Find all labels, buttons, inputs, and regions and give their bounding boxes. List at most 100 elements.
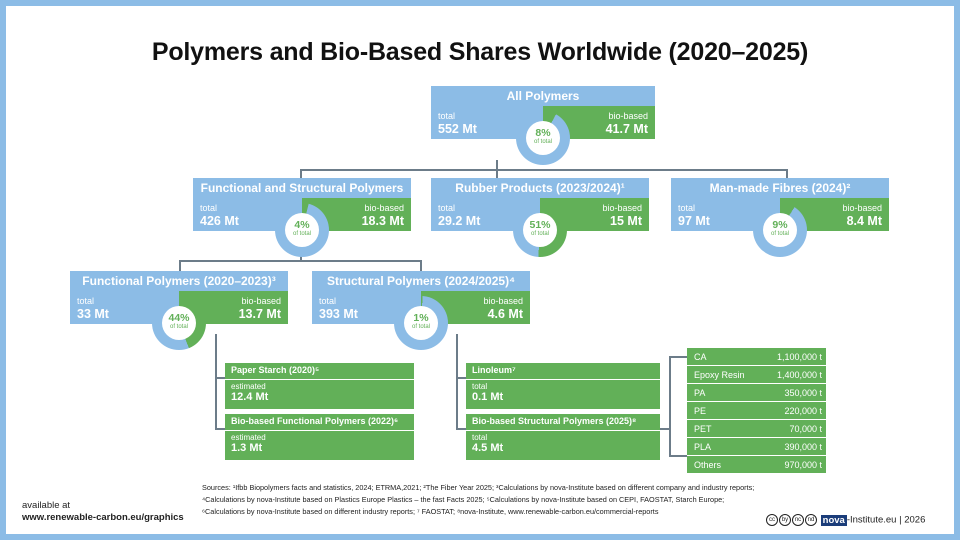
biobased-label: bio-based <box>842 203 882 213</box>
card-subtitle: total <box>472 382 488 391</box>
cc-icon: cc <box>766 514 778 526</box>
total-value: 29.2 Mt <box>438 214 481 228</box>
biobased-label: bio-based <box>364 203 404 213</box>
divider <box>466 430 660 431</box>
share-donut: 1% of total <box>394 296 448 350</box>
card-value: 12.4 Mt <box>231 391 269 403</box>
page-title: Polymers and Bio-Based Shares Worldwide … <box>151 38 809 66</box>
connector <box>300 169 302 180</box>
connector <box>496 160 498 171</box>
connector <box>496 169 498 180</box>
biobased-label: bio-based <box>608 111 648 121</box>
biobased-label: bio-based <box>602 203 642 213</box>
card-value: 0.1 Mt <box>472 391 504 403</box>
share-caption: of total <box>530 231 549 237</box>
table-row: Epoxy Resin 1,400,000 t <box>687 366 826 384</box>
polymer-name: PET <box>694 424 712 434</box>
polymer-amount: 970,000 t <box>784 460 822 470</box>
share-donut: 8% of total <box>516 111 570 165</box>
biobased-value: 13.7 Mt <box>238 307 281 321</box>
rubber-products-card: Rubber Products (2023/2024)¹ total 29.2 … <box>431 178 649 257</box>
divider <box>225 430 414 431</box>
cc-nc-icon: nc <box>792 514 804 526</box>
divider <box>225 379 414 380</box>
footer-text: -Institute.eu | 2026 <box>846 514 926 526</box>
biobased-value: 41.7 Mt <box>605 122 648 136</box>
share-donut: 51% of total <box>513 203 567 257</box>
card-title: Bio-based Structural Polymers (2025)⁸ <box>472 416 637 426</box>
share-donut: 44% of total <box>152 296 206 350</box>
share-percent: 4% <box>294 219 310 231</box>
card-subtitle: estimated <box>231 382 266 391</box>
cc-by-icon: by <box>779 514 791 526</box>
connector <box>669 455 687 457</box>
connector <box>456 334 458 430</box>
connector <box>215 334 217 430</box>
polymer-name: Epoxy Resin <box>694 370 745 380</box>
sources-note: Sources: ¹Ifbb Biopolymers facts and sta… <box>202 483 755 516</box>
total-label: total <box>438 111 456 121</box>
share-percent: 9% <box>772 219 788 231</box>
card-value: 1.3 Mt <box>231 442 263 454</box>
polymer-amount: 1,100,000 t <box>776 352 822 362</box>
table-row: PE 220,000 t <box>687 402 826 420</box>
share-caption: of total <box>533 139 552 145</box>
connector <box>420 260 422 271</box>
polymer-name: PE <box>694 406 707 416</box>
polymer-name: CA <box>694 352 707 362</box>
polymer-amount: 1,400,000 t <box>776 370 822 380</box>
share-caption: of total <box>770 231 789 237</box>
total-value: 426 Mt <box>200 214 239 228</box>
polymer-table: CA 1,100,000 t Epoxy Resin 1,400,000 t PA 3… <box>687 348 826 474</box>
biobased-label: bio-based <box>483 296 523 306</box>
card-title: Bio-based Functional Polymers (2022)⁶ <box>231 416 399 426</box>
polymer-amount: 70,000 t <box>789 424 822 434</box>
total-label: total <box>319 296 337 306</box>
connector <box>669 356 671 456</box>
connector <box>786 169 788 180</box>
total-label: total <box>678 203 696 213</box>
availability-link[interactable]: www.renewable-carbon.eu/graphics <box>22 512 184 523</box>
footer-brand: cc by nc nd nova -Institute.eu | 2026 <box>766 514 925 526</box>
man-made-fibres-card: Man-made Fibres (2024)² total 97 Mt bio-… <box>671 178 889 257</box>
total-value: 552 Mt <box>438 122 477 136</box>
share-donut: 4% of total <box>275 203 329 257</box>
card-title: Linoleum⁷ <box>472 365 516 375</box>
connector <box>179 260 422 262</box>
biobased-value: 15 Mt <box>610 214 642 228</box>
biobased-value: 8.4 Mt <box>846 214 882 228</box>
polymer-name: PA <box>694 388 706 398</box>
connector <box>660 428 671 430</box>
total-value: 393 Mt <box>319 307 358 321</box>
share-caption: of total <box>169 324 188 330</box>
connector <box>179 260 181 271</box>
bio-functional-card: Bio-based Functional Polymers (2022)⁶ es… <box>225 414 414 460</box>
availability-note: available at www.renewable-carbon.eu/gra… <box>22 500 184 524</box>
table-row: PLA 390,000 t <box>687 438 826 456</box>
card-title: Rubber Products (2023/2024)¹ <box>431 178 649 198</box>
card-title: Man-made Fibres (2024)² <box>671 178 889 198</box>
card-subtitle: total <box>472 433 488 442</box>
table-row: Others 970,000 t <box>687 456 826 474</box>
share-percent: 1% <box>413 312 429 324</box>
polymer-amount: 390,000 t <box>784 442 822 452</box>
card-title: Functional and Structural Polymers <box>193 178 411 198</box>
paper-starch-card: Paper Starch (2020)⁵ estimated 12.4 Mt <box>225 363 414 409</box>
functional-structural-card: Functional and Structural Polymers total… <box>193 178 411 257</box>
availability-label: available at <box>22 500 71 511</box>
polymer-amount: 220,000 t <box>784 406 822 416</box>
table-row: PET 70,000 t <box>687 420 826 438</box>
connector <box>215 377 225 379</box>
linoleum-card: Linoleum⁷ total 0.1 Mt <box>466 363 660 409</box>
total-label: total <box>438 203 456 213</box>
biobased-label: bio-based <box>241 296 281 306</box>
divider <box>466 379 660 380</box>
polymer-amount: 350,000 t <box>784 388 822 398</box>
card-title: Paper Starch (2020)⁵ <box>231 365 320 375</box>
nova-logo: nova <box>820 514 847 526</box>
total-value: 97 Mt <box>678 214 710 228</box>
functional-polymers-card: Functional Polymers (2020–2023)³ total 3… <box>70 271 288 350</box>
connector <box>456 377 466 379</box>
structural-polymers-card: Structural Polymers (2024/2025)⁴ total 3… <box>312 271 530 350</box>
connector <box>669 356 687 358</box>
